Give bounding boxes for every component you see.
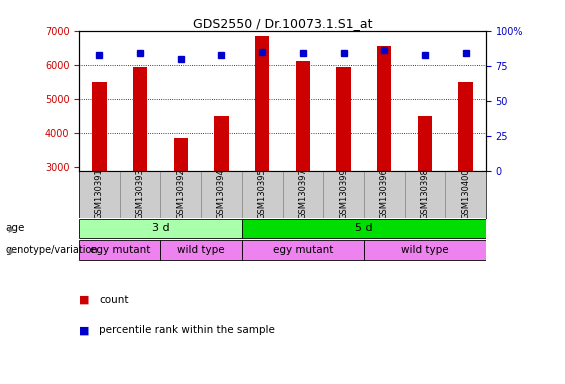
Text: GSM130396: GSM130396	[380, 168, 389, 218]
Bar	[120, 171, 160, 217]
Text: ▶: ▶	[6, 247, 15, 256]
Bar	[79, 218, 242, 238]
Bar	[242, 240, 364, 260]
Text: ■: ■	[79, 295, 90, 305]
Text: ■: ■	[79, 325, 90, 335]
Text: 3 d: 3 d	[151, 223, 170, 233]
Bar	[323, 171, 364, 217]
Bar	[160, 171, 201, 217]
Bar	[242, 171, 282, 217]
Bar	[295, 61, 310, 171]
Bar	[92, 82, 107, 171]
Text: GSM130395: GSM130395	[258, 168, 267, 218]
Bar	[364, 171, 405, 217]
Text: GSM130397: GSM130397	[298, 168, 307, 218]
Bar	[242, 218, 486, 238]
Bar	[133, 66, 147, 171]
Bar	[418, 116, 432, 171]
Text: GSM130399: GSM130399	[339, 168, 348, 218]
Title: GDS2550 / Dr.10073.1.S1_at: GDS2550 / Dr.10073.1.S1_at	[193, 17, 372, 30]
Bar	[173, 138, 188, 171]
Text: egy mutant: egy mutant	[273, 245, 333, 255]
Text: age: age	[6, 223, 25, 233]
Text: genotype/variation: genotype/variation	[6, 245, 98, 255]
Bar	[79, 240, 160, 260]
Text: GSM130400: GSM130400	[461, 168, 470, 218]
Text: wild type: wild type	[177, 245, 225, 255]
Bar	[364, 240, 486, 260]
Text: GSM130391: GSM130391	[95, 168, 104, 218]
Text: GSM130398: GSM130398	[420, 168, 429, 218]
Bar	[405, 171, 445, 217]
Text: ▶: ▶	[6, 225, 15, 234]
Bar	[79, 171, 120, 217]
Text: egy mutant: egy mutant	[90, 245, 150, 255]
Text: wild type: wild type	[401, 245, 449, 255]
Text: 5 d: 5 d	[355, 223, 373, 233]
Bar	[160, 240, 242, 260]
Bar	[445, 171, 486, 217]
Bar	[214, 116, 229, 171]
Bar	[282, 171, 323, 217]
Bar	[458, 82, 473, 171]
Text: percentile rank within the sample: percentile rank within the sample	[99, 325, 275, 335]
Text: GSM130393: GSM130393	[136, 168, 145, 218]
Text: count: count	[99, 295, 128, 305]
Text: GSM130394: GSM130394	[217, 168, 226, 218]
Bar	[377, 46, 392, 171]
Bar	[255, 36, 270, 171]
Bar	[201, 171, 242, 217]
Text: GSM130392: GSM130392	[176, 168, 185, 218]
Bar	[336, 66, 351, 171]
